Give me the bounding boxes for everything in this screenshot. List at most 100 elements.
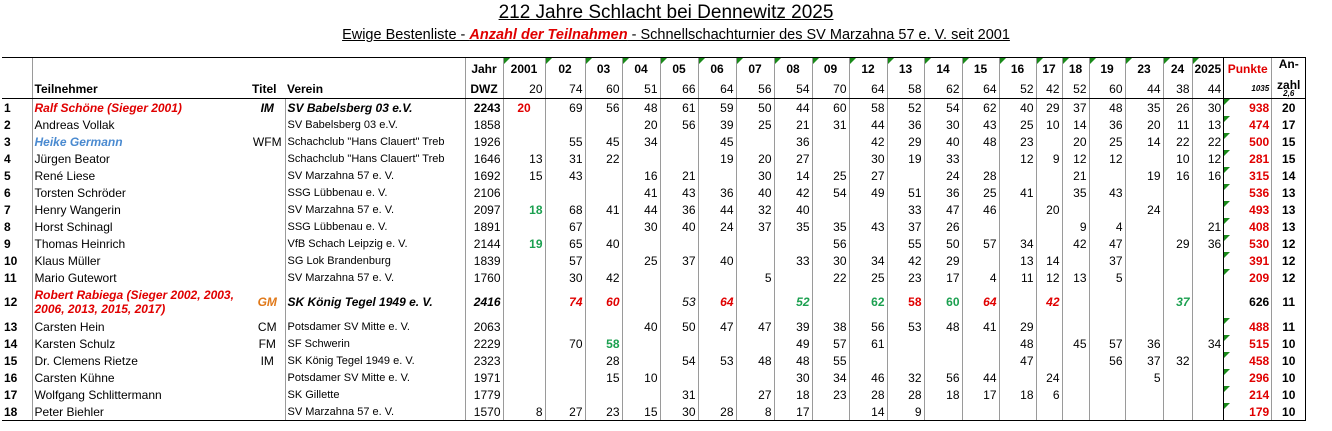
year-participant-count: 51: [621, 80, 660, 99]
year-score: [502, 386, 545, 403]
year-score: [502, 318, 545, 335]
year-score: [697, 369, 736, 386]
year-score: 30: [923, 116, 962, 133]
player-dwz: 2097: [464, 201, 503, 218]
participation-count: 14: [1271, 167, 1307, 184]
year-score: 19: [502, 235, 545, 252]
year-participant-count: 52: [1061, 80, 1089, 99]
year-score: [544, 116, 585, 133]
year-score: [1191, 201, 1224, 218]
year-score: 11: [998, 269, 1036, 286]
year-score: 23: [886, 269, 924, 286]
player-club: SV Marzahna 57 e. V.: [284, 167, 465, 184]
year-score: [923, 335, 962, 352]
header-year: 13: [886, 57, 924, 80]
year-score: 21: [1191, 218, 1224, 235]
year-score: 60: [811, 98, 849, 116]
year-score: 34: [848, 252, 887, 269]
year-score: 21: [1061, 167, 1089, 184]
year-score: 22: [584, 150, 622, 167]
year-score: [1191, 403, 1224, 421]
year-score: [886, 352, 924, 369]
year-score: 25: [811, 167, 849, 184]
player-club: SV Marzahna 57 e. V.: [284, 201, 465, 218]
year-score: 42: [1061, 235, 1089, 252]
year-score: [811, 133, 849, 150]
header-year: 2001: [502, 57, 545, 80]
total-points: 391: [1223, 252, 1272, 269]
year-score: [811, 150, 849, 167]
player-name: Mario Gutewort: [31, 269, 250, 286]
header-year: 23: [1124, 57, 1163, 80]
year-score: 5: [1124, 369, 1163, 386]
player-club: Schachclub "Hans Clauert" Treb: [284, 133, 465, 150]
rank-cell: 6: [4, 185, 11, 200]
year-score: 44: [773, 98, 812, 116]
year-score: 49: [848, 184, 887, 201]
player-name: Robert Rabiega (Sieger 2002, 2003, 2006,…: [31, 286, 250, 318]
year-score: [811, 201, 849, 218]
player-dwz: 1858: [464, 116, 503, 133]
year-score: 36: [697, 184, 736, 201]
year-score: 45: [1061, 335, 1089, 352]
header-years-row: Jahr 2001 02 03 04 05 06 07 08 09 12 13 14 15 16 17 18 19…: [2, 57, 1307, 80]
player-title: [250, 369, 285, 386]
total-points: 493: [1223, 201, 1272, 218]
player-title: [250, 386, 285, 403]
year-score: 43: [544, 167, 585, 184]
year-score: [1162, 184, 1192, 201]
participation-count: 13: [1271, 201, 1307, 218]
year-score: 57: [811, 335, 849, 352]
year-score: [659, 269, 698, 286]
year-score: 24: [1124, 201, 1163, 218]
total-points: 626: [1223, 286, 1272, 318]
table-row: 14 Karsten Schulz FM SF Schwerin 2229 70 58 49 5…: [2, 335, 1307, 352]
year-score: 42: [584, 269, 622, 286]
year-score: [735, 133, 774, 150]
total-points: 296: [1223, 369, 1272, 386]
header-punkte: Punkte: [1223, 57, 1272, 80]
year-score: [848, 352, 887, 369]
year-score: [1035, 235, 1062, 252]
participation-count: 10: [1271, 386, 1307, 403]
year-participant-count: 66: [659, 80, 698, 99]
year-score: 34: [1191, 335, 1224, 352]
header-year: 09: [811, 57, 849, 80]
year-score: 17: [773, 403, 812, 421]
player-dwz: 1891: [464, 218, 503, 235]
header-blank: [250, 57, 285, 80]
year-score: [1191, 386, 1224, 403]
year-score: [961, 218, 999, 235]
player-name: Jürgen Beator: [31, 150, 250, 167]
year-participant-count: 56: [735, 80, 774, 99]
year-score: 23: [811, 386, 849, 403]
ranking-table: Jahr 2001 02 03 04 05 06 07 08 09 12 13 14 15 16 17 18 19…: [2, 57, 1307, 421]
year-participant-count: 62: [923, 80, 962, 99]
year-score: 31: [544, 150, 585, 167]
year-score: [1035, 403, 1062, 421]
total-points: 474: [1223, 116, 1272, 133]
player-name: Klaus Müller: [31, 252, 250, 269]
header-blank: [31, 57, 250, 80]
rank-cell: 15: [4, 353, 18, 368]
header-year: 03: [584, 57, 622, 80]
year-score: 10: [621, 369, 660, 386]
year-score: [584, 318, 622, 335]
year-score: 18: [502, 201, 545, 218]
year-score: 69: [544, 98, 585, 116]
year-score: [961, 150, 999, 167]
year-score: [773, 235, 812, 252]
year-score: 33: [886, 201, 924, 218]
table-row: 11 Mario Gutewort SV Marzahna 57 e. V. 1760…: [2, 269, 1307, 286]
subtitle-prefix: Ewige Bestenliste -: [342, 27, 470, 43]
rank-cell: 4: [4, 151, 11, 166]
year-score: 14: [1035, 252, 1062, 269]
year-score: 31: [811, 116, 849, 133]
player-name: Heike Germann: [31, 133, 250, 150]
year-score: 54: [923, 98, 962, 116]
year-score: 10: [1035, 116, 1062, 133]
header-year: 06: [697, 57, 736, 80]
year-score: [1124, 269, 1163, 286]
year-score: 16: [1191, 167, 1224, 184]
year-score: 38: [811, 318, 849, 335]
